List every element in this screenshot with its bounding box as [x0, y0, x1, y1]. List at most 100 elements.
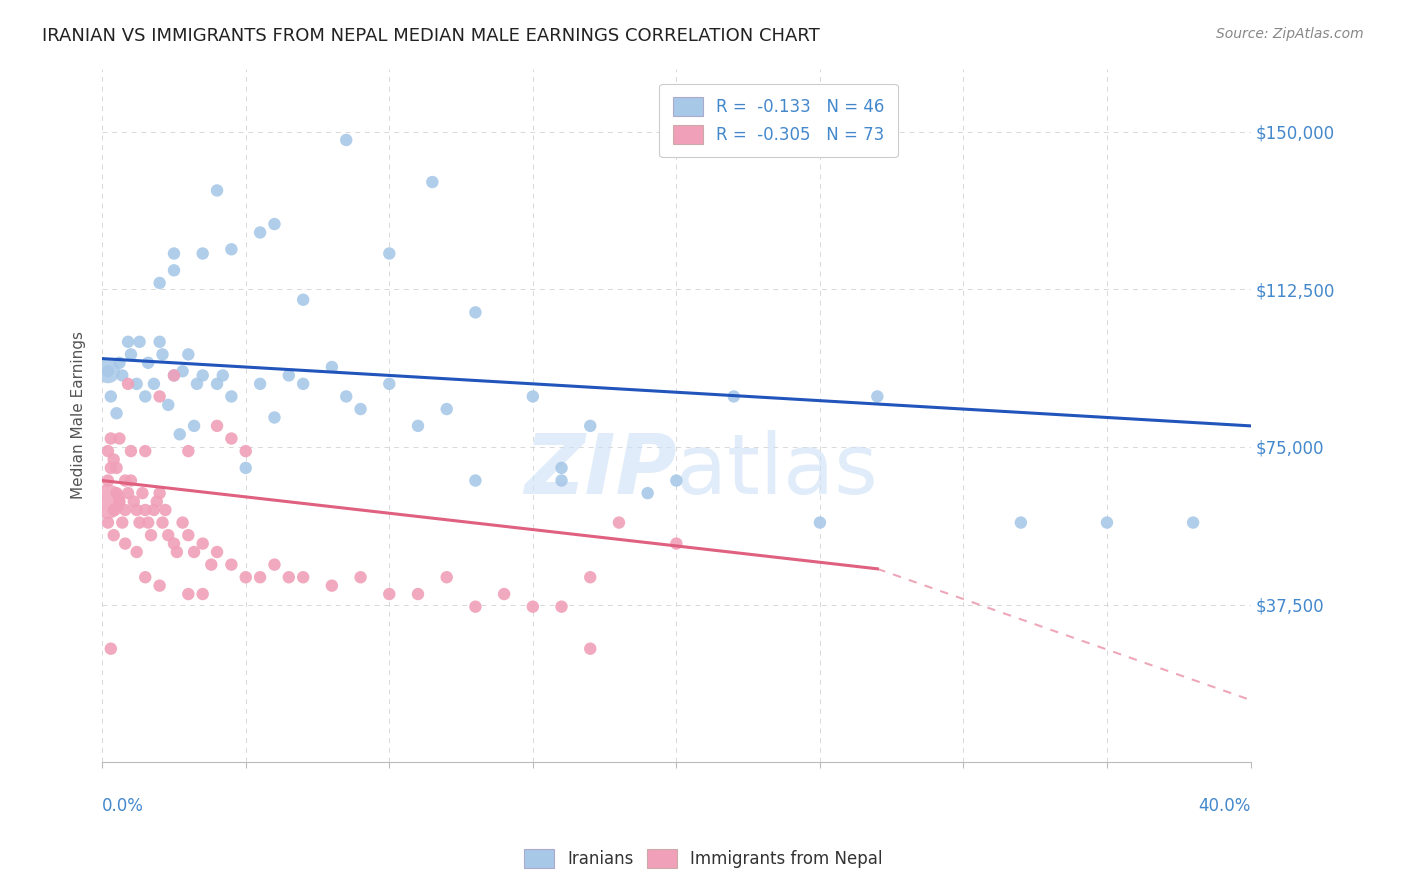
Text: IRANIAN VS IMMIGRANTS FROM NEPAL MEDIAN MALE EARNINGS CORRELATION CHART: IRANIAN VS IMMIGRANTS FROM NEPAL MEDIAN … [42, 27, 820, 45]
Text: 40.0%: 40.0% [1198, 797, 1250, 815]
Point [1182, 516, 1205, 530]
Point [1095, 516, 1118, 530]
Point [128, 334, 150, 349]
Point [108, 356, 131, 370]
Point [103, 452, 125, 467]
Point [157, 398, 180, 412]
Point [163, 368, 186, 383]
Point [1010, 516, 1032, 530]
Point [191, 246, 214, 260]
Point [464, 599, 486, 614]
Text: ZIP: ZIP [524, 430, 676, 511]
Point [134, 389, 156, 403]
Point [292, 570, 315, 584]
Point [149, 334, 172, 349]
Point [579, 570, 602, 584]
Point [579, 641, 602, 656]
Point [494, 587, 516, 601]
Point [183, 418, 205, 433]
Point [200, 558, 222, 572]
Point [122, 494, 145, 508]
Point [100, 641, 122, 656]
Point [163, 246, 186, 260]
Point [128, 516, 150, 530]
Text: atlas: atlas [676, 430, 879, 511]
Point [114, 503, 136, 517]
Point [117, 486, 139, 500]
Point [191, 536, 214, 550]
Text: 0.0%: 0.0% [103, 797, 143, 815]
Point [263, 558, 285, 572]
Point [145, 494, 167, 508]
Point [378, 587, 401, 601]
Point [221, 558, 243, 572]
Point [166, 545, 188, 559]
Point [97, 364, 120, 378]
Point [321, 579, 343, 593]
Point [292, 376, 315, 391]
Point [111, 368, 134, 383]
Point [205, 184, 228, 198]
Legend: R =  -0.133   N = 46, R =  -0.305   N = 73: R = -0.133 N = 46, R = -0.305 N = 73 [659, 84, 897, 157]
Point [149, 389, 172, 403]
Point [125, 376, 148, 391]
Point [235, 570, 257, 584]
Point [117, 376, 139, 391]
Point [277, 368, 299, 383]
Point [172, 364, 194, 378]
Point [97, 474, 120, 488]
Point [97, 516, 120, 530]
Point [637, 486, 659, 500]
Point [125, 503, 148, 517]
Y-axis label: Median Male Earnings: Median Male Earnings [72, 331, 86, 500]
Point [221, 432, 243, 446]
Point [169, 427, 191, 442]
Point [211, 368, 233, 383]
Point [183, 545, 205, 559]
Point [191, 368, 214, 383]
Point [665, 536, 688, 550]
Point [277, 570, 299, 584]
Point [120, 444, 142, 458]
Point [522, 389, 544, 403]
Point [97, 444, 120, 458]
Point [117, 334, 139, 349]
Point [550, 474, 572, 488]
Point [335, 389, 357, 403]
Point [163, 536, 186, 550]
Point [149, 579, 172, 593]
Point [97, 494, 120, 508]
Point [335, 133, 357, 147]
Point [249, 376, 271, 391]
Point [177, 347, 200, 361]
Point [163, 368, 186, 383]
Point [263, 410, 285, 425]
Point [221, 242, 243, 256]
Point [97, 364, 120, 378]
Point [205, 418, 228, 433]
Point [579, 418, 602, 433]
Point [120, 347, 142, 361]
Point [108, 432, 131, 446]
Point [422, 175, 444, 189]
Point [406, 587, 429, 601]
Point [550, 599, 572, 614]
Point [134, 570, 156, 584]
Point [464, 474, 486, 488]
Point [321, 359, 343, 374]
Point [221, 389, 243, 403]
Point [114, 474, 136, 488]
Point [550, 461, 572, 475]
Point [105, 486, 128, 500]
Point [100, 389, 122, 403]
Point [131, 486, 153, 500]
Point [155, 503, 177, 517]
Point [120, 474, 142, 488]
Point [108, 494, 131, 508]
Point [139, 528, 162, 542]
Point [665, 474, 688, 488]
Point [235, 461, 257, 475]
Point [378, 376, 401, 391]
Point [723, 389, 745, 403]
Point [136, 356, 159, 370]
